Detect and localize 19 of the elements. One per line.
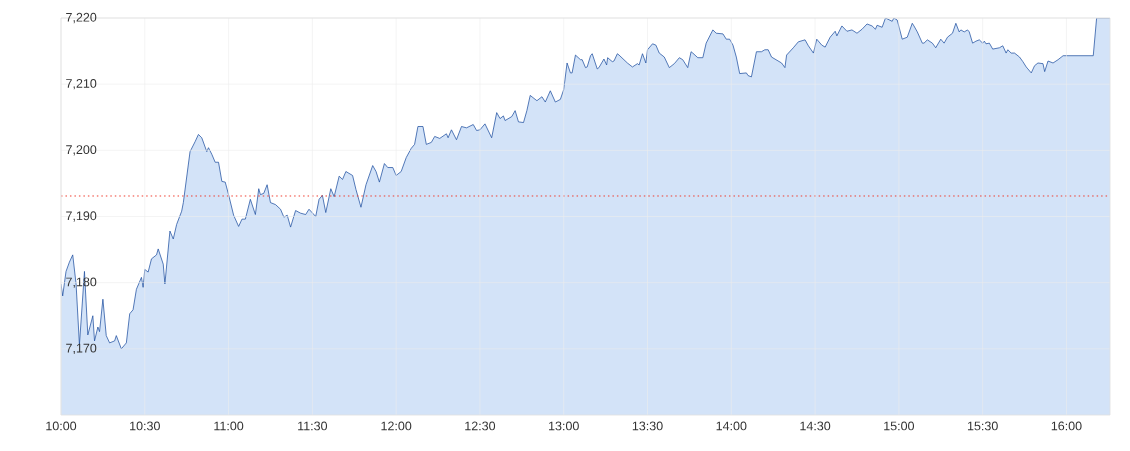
x-tick-label: 11:30 [298, 421, 328, 431]
x-tick-label: 12:30 [465, 421, 496, 431]
x-tick-label: 10:30 [130, 421, 160, 431]
x-tick-label: 11:00 [214, 421, 244, 431]
x-tick-label: 14:00 [716, 421, 747, 431]
x-tick-label: 13:30 [632, 421, 663, 431]
y-tick-label: 7,170 [66, 343, 97, 354]
y-tick-label: 7,200 [66, 145, 97, 156]
y-tick-label: 7,180 [66, 277, 97, 288]
y-tick-label: 7,220 [66, 12, 97, 24]
y-tick-label: 7,210 [66, 79, 97, 90]
y-tick-label: 7,190 [66, 211, 97, 222]
x-tick-label: 16:00 [1051, 421, 1082, 431]
x-tick-label: 15:30 [967, 421, 998, 431]
x-tick-label: 10:00 [46, 421, 77, 431]
x-tick-label: 15:00 [884, 421, 915, 431]
x-tick-label: 12:00 [381, 421, 412, 431]
x-tick-label: 13:00 [549, 421, 579, 431]
x-tick-label: 14:30 [800, 421, 831, 431]
